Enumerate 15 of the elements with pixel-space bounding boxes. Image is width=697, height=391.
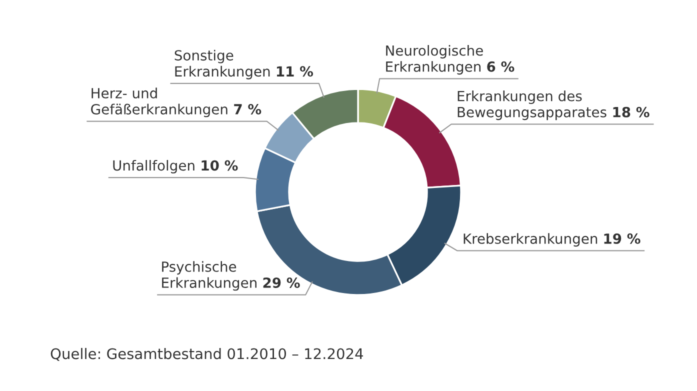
slice-label: Psychische Erkrankungen [162,261,256,291]
source-note: Quelle: Gesamtbestand 01.2010 – 12.2024 [50,348,364,361]
slice-label: Neurologische Erkrankungen [386,45,483,75]
data-label: 19 % [604,233,640,244]
data-label: 6 % [487,61,514,72]
slice-label: Krebserkrankungen [464,233,598,247]
slice-label: Herz- und Gefäßerkrankungen [91,88,228,118]
data-label: 10 % [202,160,238,171]
slice-label: Unfallfolgen [113,160,194,174]
data-label: 11 % [276,66,314,77]
data-label: 29 % [263,277,300,288]
data-label: 18 % [613,106,650,118]
data-label: 7 % [234,104,262,114]
slice-label: Sonstige Erkrankungen [174,50,270,80]
slice-label: Erkrankungen des Bewegungsapparates [458,90,606,120]
